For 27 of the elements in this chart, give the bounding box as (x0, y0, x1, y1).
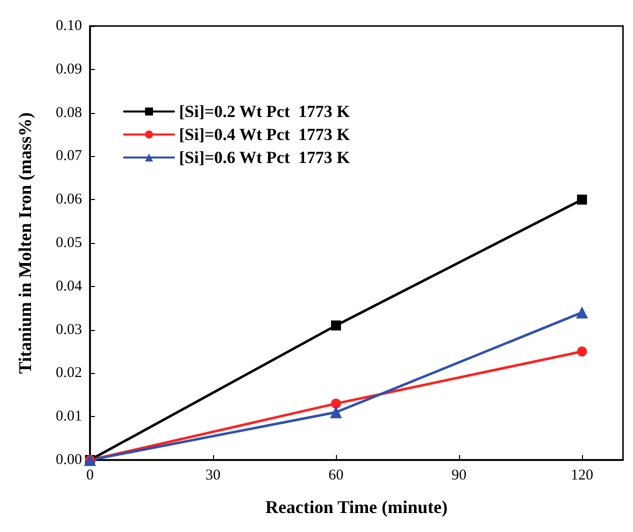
x-tick-label: 60 (328, 468, 344, 484)
y-axis-title: Titanium in Molten Iron (mass%) (15, 112, 35, 374)
y-tick-label: 0.07 (56, 148, 82, 164)
y-tick-label: 0.02 (56, 365, 82, 382)
y-tick-label: 0.10 (56, 18, 82, 34)
y-tick-label: 0.01 (56, 408, 82, 425)
point (330, 406, 342, 418)
legend-label: [Si]=0.2 Wt Pct 1773 K (179, 102, 351, 121)
y-tick-label: 0.09 (56, 61, 82, 78)
legend-label: [Si]=0.4 Wt Pct 1773 K (179, 125, 351, 144)
y-tick-label: 0.00 (56, 452, 82, 468)
legend-label: [Si]=0.6 Wt Pct 1773 K (179, 148, 351, 167)
point (331, 398, 341, 409)
point (331, 320, 341, 330)
x-axis-title: Reaction Time (minute) (265, 497, 448, 517)
point (577, 346, 587, 356)
x-tick-label: 120 (570, 468, 594, 484)
x-tick-label: 90 (452, 468, 466, 484)
y-tick-label: 0.06 (56, 192, 82, 208)
y-tick-label: 0.08 (56, 104, 82, 121)
x-tick-label: 30 (206, 468, 220, 484)
y-tick-label: 0.04 (56, 278, 82, 294)
y-tick-label: 0.05 (56, 235, 82, 251)
x-tick-label: 0 (86, 468, 94, 484)
point (577, 194, 587, 205)
point (576, 306, 588, 318)
y-tick-label: 0.03 (56, 322, 82, 338)
